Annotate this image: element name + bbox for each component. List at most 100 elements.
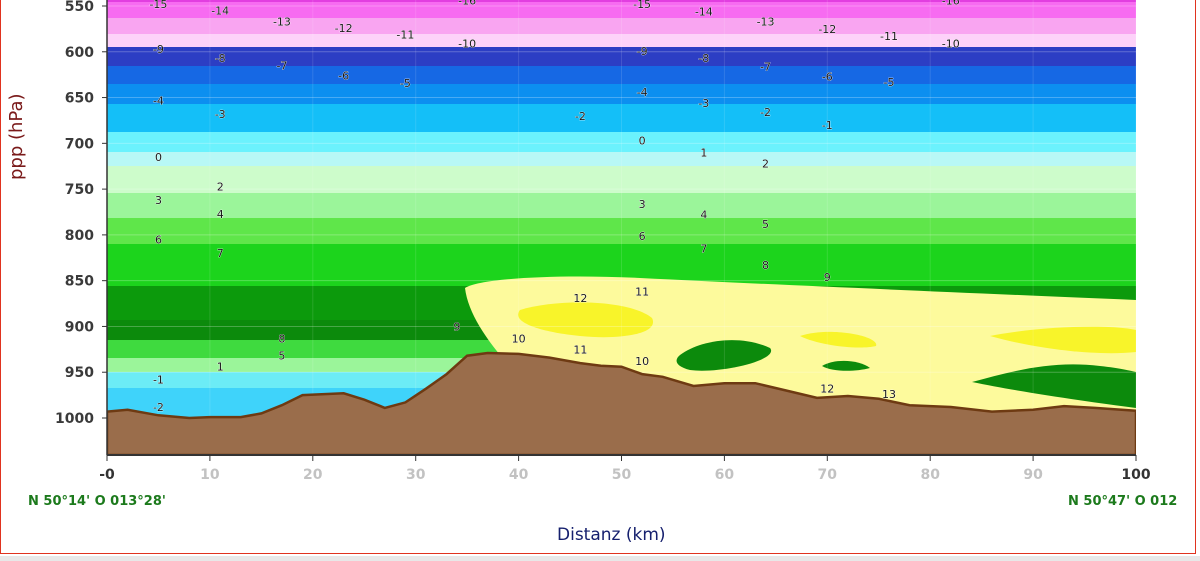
x-tick-label: 40: [509, 467, 529, 483]
temperature-label: -4: [637, 86, 648, 99]
y-tick-label: 1000: [55, 411, 94, 427]
temperature-band: [107, 166, 1136, 193]
temperature-label: -3: [698, 97, 709, 110]
temperature-label: -9: [153, 43, 164, 56]
temperature-label: 11: [635, 286, 649, 299]
temperature-label: 0: [639, 135, 646, 148]
x-tick-label: 80: [920, 467, 940, 483]
temperature-label: 5: [278, 350, 285, 363]
temperature-label: -12: [335, 22, 353, 35]
temperature-labels: -15 -14-13 -12 -11-16-10-15-14-13-12-11-16-…: [149, 0, 960, 414]
temperature-label: -7: [760, 60, 771, 73]
temperature-patch: [990, 326, 1136, 354]
x-tick-label: 90: [1023, 467, 1043, 483]
temperature-label: 8: [762, 259, 769, 272]
temperature-band: [107, 193, 1136, 218]
temperature-band: [107, 0, 1136, 2]
x-tick-label: 20: [303, 467, 323, 483]
temperature-band: [107, 152, 1136, 166]
end-coordinate-label: N 50°47' O 012: [1068, 494, 1178, 509]
temperature-label: 5: [762, 218, 769, 231]
temperature-label: 6: [639, 230, 646, 243]
x-tick-label: 10: [200, 467, 220, 483]
temperature-label: -1: [153, 374, 164, 387]
y-tick-label: 850: [65, 274, 94, 290]
temperature-label: 1: [217, 361, 224, 374]
temperature-label: 10: [635, 355, 649, 368]
temperature-patch: [375, 375, 390, 388]
x-axis-ticks: -0 10 20 30 40 50 60 70 80 90 100: [99, 455, 1151, 483]
temperature-label: -8: [698, 52, 709, 65]
temperature-label: -6: [822, 70, 833, 83]
temperature-label: 1: [700, 146, 707, 159]
temperature-label: 12: [573, 292, 587, 305]
x-tick-label: 30: [406, 467, 426, 483]
grid-lines: [107, 0, 1136, 455]
temperature-label: -6: [338, 70, 349, 83]
temperature-label: 7: [700, 243, 707, 256]
x-tick-label: 100: [1121, 467, 1150, 483]
terrain-area: [107, 351, 1136, 455]
y-tick-label: 900: [65, 319, 94, 335]
plot-area: -15 -14-13 -12 -11-16-10-15-14-13-12-11-16-…: [107, 0, 1136, 455]
x-tick-label: 70: [818, 467, 838, 483]
temperature-band: [107, 104, 1136, 132]
temperature-label: -10: [458, 38, 476, 51]
temperature-label: -15: [149, 0, 167, 11]
temperature-label: 12: [820, 383, 834, 396]
temperature-label: 10: [512, 332, 526, 345]
temperature-label: -13: [273, 16, 291, 29]
temperature-label: -11: [396, 28, 414, 41]
temperature-label: -2: [153, 401, 164, 414]
temperature-label: -3: [215, 108, 226, 121]
temperature-label: -14: [211, 5, 229, 18]
y-axis-label-box: ppp (hPa): [4, 70, 30, 200]
temperature-label: -5: [400, 77, 411, 90]
temperature-band: [107, 84, 1136, 104]
temperature-patch: [518, 302, 654, 338]
temperature-label: -2: [760, 106, 771, 119]
temperature-label: -1: [822, 119, 833, 132]
temperature-label: 0: [155, 151, 162, 164]
temperature-label: -16: [458, 0, 476, 8]
y-tick-label: 650: [65, 91, 94, 107]
temperature-label: 4: [217, 208, 224, 221]
temperature-band: [107, 47, 1136, 66]
temperature-label: 6: [155, 233, 162, 246]
temperature-label: 9: [824, 271, 831, 284]
temperature-label: -4: [153, 94, 164, 107]
temperature-patch: [972, 364, 1136, 408]
temperature-label: 7: [217, 247, 224, 260]
y-tick-label: 800: [65, 228, 94, 244]
temperature-label: 13: [882, 388, 896, 401]
x-tick-label: 50: [612, 467, 632, 483]
y-tick-label: 750: [65, 182, 94, 198]
temperature-label: -13: [757, 16, 775, 29]
y-axis-ticks: 550 600 650 700 750 800 850 900 950 1000: [55, 0, 107, 427]
temperature-label: -16: [942, 0, 960, 8]
temperature-patch: [800, 331, 877, 348]
temperature-label: -10: [942, 38, 960, 51]
temperature-label: -15: [633, 0, 651, 11]
temperature-band: [107, 218, 1136, 244]
temperature-label: 2: [217, 180, 224, 193]
temperature-label: 3: [155, 194, 162, 207]
temperature-label: -2: [575, 110, 586, 123]
y-axis-label: ppp (hPa): [6, 93, 27, 180]
x-axis-label: Distanz (km): [557, 525, 666, 545]
x-tick-label: -0: [99, 467, 115, 483]
x-tick-label: 60: [715, 467, 735, 483]
y-tick-label: 550: [65, 0, 94, 15]
temperature-patch: [822, 360, 870, 371]
temperature-label: 3: [639, 198, 646, 211]
temperature-label: -11: [880, 30, 898, 43]
temperature-label: 8: [278, 332, 285, 345]
bottom-strip: [0, 556, 1200, 561]
temperature-band: [107, 2, 1136, 18]
temperature-band: [107, 66, 1136, 84]
y-tick-label: 700: [65, 136, 94, 152]
temperature-label: -5: [884, 76, 895, 89]
temperature-band: [107, 34, 1136, 47]
